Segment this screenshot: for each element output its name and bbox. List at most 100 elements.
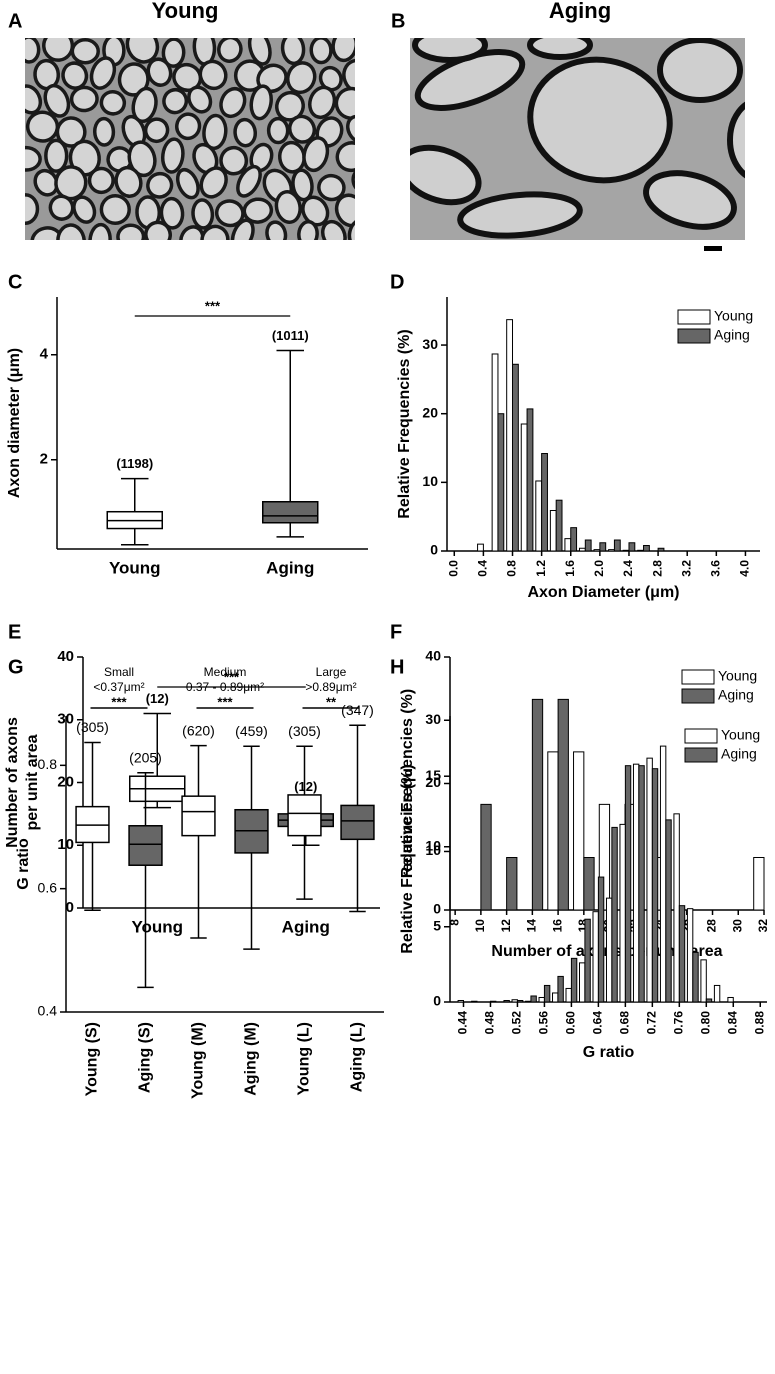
bar	[632, 763, 640, 1003]
axon	[308, 85, 337, 120]
bar	[578, 962, 586, 1003]
significance-label: ***	[217, 694, 233, 709]
bar	[619, 823, 626, 1003]
axon	[191, 198, 215, 230]
x-tick-label: 0.76	[671, 1011, 685, 1035]
legend-swatch	[677, 309, 711, 325]
y-tick-label: 10	[425, 842, 441, 858]
group-size: <0.37μm²	[93, 680, 144, 694]
bar	[727, 996, 734, 1003]
axon	[92, 116, 116, 147]
bar	[643, 545, 650, 552]
axon	[72, 195, 97, 224]
bar	[570, 957, 578, 1003]
category-label: Aging (S)	[137, 1022, 154, 1093]
bar	[686, 908, 694, 1003]
axon	[242, 197, 274, 224]
group-name: Small	[104, 665, 134, 679]
y-axis-label: Axon diameter (μm)	[6, 348, 23, 498]
axon	[88, 222, 112, 240]
x-tick-label: 0.44	[456, 1011, 470, 1035]
bar	[531, 698, 544, 911]
y-tick-label: 20	[425, 774, 441, 790]
scale-bar	[704, 246, 722, 251]
x-tick-label: 4.0	[738, 560, 752, 577]
axon	[172, 62, 203, 93]
x-tick-label: 12	[499, 919, 513, 933]
axon	[410, 144, 482, 206]
x-tick-label: 8	[447, 919, 461, 926]
category-label: Aging (L)	[349, 1022, 366, 1092]
bar	[549, 509, 557, 552]
bar	[541, 453, 548, 552]
y-tick-label: 4	[40, 346, 49, 363]
axon	[233, 117, 258, 148]
bar	[565, 987, 572, 1003]
bar	[525, 1000, 532, 1003]
axon	[199, 166, 228, 199]
bar	[511, 999, 518, 1003]
y-tick-label: 5	[433, 917, 441, 933]
axon	[297, 220, 319, 240]
x-tick-label: 1.6	[563, 560, 577, 577]
x-tick-label: 10	[473, 919, 487, 933]
y-tick-label: 0	[433, 993, 441, 1009]
bar	[584, 918, 591, 1003]
axon	[146, 57, 173, 87]
x-tick-label: 16	[550, 919, 564, 933]
panel-label: B	[391, 10, 405, 32]
category-label: Young	[131, 917, 183, 936]
axon	[331, 38, 355, 63]
bar	[477, 543, 484, 552]
axon	[265, 220, 288, 240]
bar	[471, 1000, 478, 1003]
y-tick-label: 10	[425, 837, 441, 853]
bar	[457, 999, 464, 1003]
x-tick-label: 14	[525, 919, 539, 933]
axon	[320, 219, 347, 240]
axon	[48, 194, 75, 221]
bar	[665, 819, 672, 1003]
category-label: Young	[109, 558, 161, 577]
box	[128, 825, 163, 866]
y-tick-label: 30	[422, 336, 438, 352]
category-label: Young (M)	[190, 1022, 207, 1099]
bar	[700, 959, 707, 1003]
bar	[593, 549, 601, 552]
axon	[200, 224, 230, 240]
axon	[87, 166, 115, 195]
x-tick-label: 1.2	[534, 560, 548, 577]
axon	[55, 116, 87, 148]
category-label: Aging	[266, 558, 314, 577]
axon	[274, 190, 302, 224]
axon	[25, 84, 43, 115]
axon	[44, 138, 69, 173]
significance-label: ***	[224, 669, 240, 684]
panel-label: F	[390, 621, 402, 643]
x-tick-label: 0.56	[537, 1011, 551, 1035]
x-tick-label: 0.80	[698, 1011, 712, 1035]
axon	[275, 90, 305, 122]
x-tick-label: 28	[705, 919, 719, 933]
bar	[538, 996, 545, 1003]
bar	[628, 542, 636, 552]
bar	[583, 857, 595, 911]
legend-swatch	[684, 728, 718, 744]
category-label: Aging	[282, 917, 330, 936]
x-tick-label: 3.6	[708, 560, 722, 577]
axon	[301, 195, 330, 227]
axon	[70, 38, 100, 65]
bar	[659, 745, 667, 1003]
y-tick-label: 0	[430, 542, 438, 558]
panel-label: A	[8, 10, 22, 32]
box	[181, 795, 216, 837]
bar	[678, 905, 686, 1003]
axon	[69, 85, 99, 113]
axon	[727, 101, 745, 179]
bar	[535, 480, 543, 552]
panel-label: D	[390, 271, 404, 293]
y-tick-label: 40	[57, 648, 74, 665]
bar	[651, 768, 659, 1003]
significance-label: ***	[205, 298, 221, 313]
n-label: (12)	[146, 691, 169, 706]
